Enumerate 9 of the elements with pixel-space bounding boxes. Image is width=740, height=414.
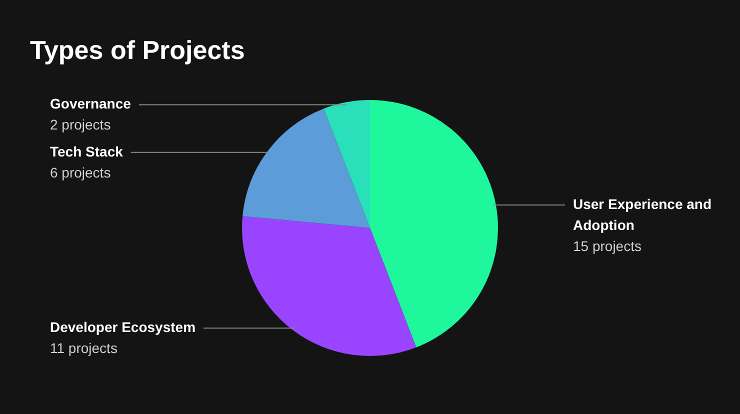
data-label: 2 projects (50, 116, 111, 133)
data-label: 11 projects (50, 340, 118, 356)
slice-label: Tech Stack (50, 143, 124, 160)
slice-label: User Experience and Adoption (573, 196, 712, 233)
data-label: 6 projects (50, 164, 111, 180)
chart-title: Types of Projects (30, 35, 245, 66)
slice-label: Developer Ecosystem (50, 318, 196, 335)
slice-label: Governance (50, 96, 132, 112)
data-label: 15 projects (573, 238, 642, 254)
